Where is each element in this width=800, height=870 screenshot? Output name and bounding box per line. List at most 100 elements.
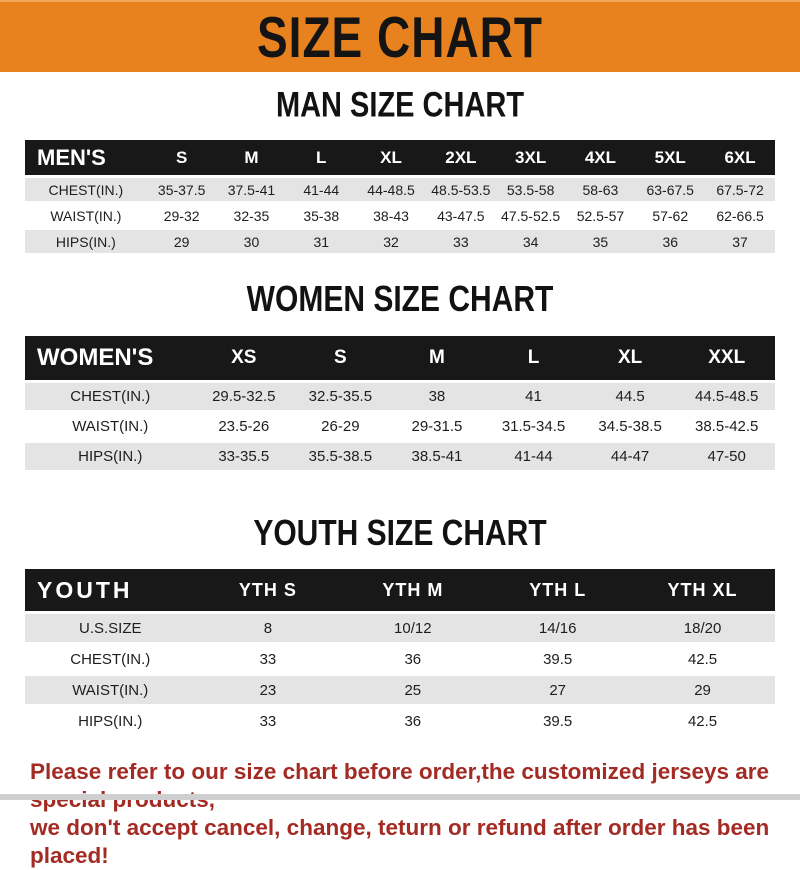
size-cell: 35 bbox=[565, 230, 636, 253]
column-header: XL bbox=[356, 140, 426, 175]
men-section-heading-text: MAN SIZE CHART bbox=[275, 86, 525, 126]
footer-note: Please refer to our size chart before or… bbox=[0, 758, 800, 870]
column-header: L bbox=[485, 336, 582, 380]
table-row: CHEST(IN.) 35-37.5 37.5-41 41-44 44-48.5 48.5… bbox=[25, 178, 775, 201]
size-chart-banner: SIZE CHART bbox=[0, 0, 800, 72]
row-label: HIPS(IN.) bbox=[25, 443, 196, 470]
column-header: 4XL bbox=[565, 140, 636, 175]
size-cell: 62-66.5 bbox=[705, 204, 775, 227]
size-cell: 53.5-58 bbox=[495, 178, 566, 201]
table-row: WAIST(IN.) 23.5-26 26-29 29-31.5 31.5-34.5 34… bbox=[25, 413, 775, 440]
table-header-row: MEN'S S M L XL 2XL 3XL 4XL 5XL 6XL bbox=[25, 140, 775, 175]
size-cell: 48.5-53.5 bbox=[425, 178, 496, 201]
size-cell: 35.5-38.5 bbox=[292, 443, 389, 470]
women-section-heading-text: WOMEN SIZE CHART bbox=[246, 279, 554, 320]
row-label: WAIST(IN.) bbox=[25, 676, 196, 704]
column-header: M bbox=[216, 140, 287, 175]
women-section-heading: WOMEN SIZE CHART bbox=[0, 280, 800, 320]
column-header: YTH S bbox=[195, 569, 341, 611]
footer-line-2: we don't accept cancel, change, teturn o… bbox=[30, 815, 770, 868]
size-cell: 67.5-72 bbox=[705, 178, 775, 201]
youth-section-heading-text: YOUTH SIZE CHART bbox=[253, 513, 547, 554]
size-cell: 44.5-48.5 bbox=[678, 383, 775, 410]
row-label: WAIST(IN.) bbox=[25, 413, 196, 440]
row-label: CHEST(IN.) bbox=[25, 645, 196, 673]
size-cell: 42.5 bbox=[630, 707, 775, 735]
size-cell: 41 bbox=[485, 383, 582, 410]
size-cell: 10/12 bbox=[340, 614, 486, 642]
table-row: WAIST(IN.) 23 25 27 29 bbox=[25, 676, 775, 704]
table-title: WOMEN'S bbox=[25, 336, 196, 380]
row-label: HIPS(IN.) bbox=[25, 707, 196, 735]
size-cell: 52.5-57 bbox=[565, 204, 636, 227]
size-cell: 63-67.5 bbox=[635, 178, 706, 201]
column-header: 6XL bbox=[705, 140, 775, 175]
column-header: XS bbox=[195, 336, 293, 380]
column-header: 5XL bbox=[635, 140, 706, 175]
size-cell: 39.5 bbox=[485, 707, 631, 735]
table-row: WAIST(IN.) 29-32 32-35 35-38 38-43 43-47.5 47.… bbox=[25, 204, 775, 227]
size-cell: 39.5 bbox=[485, 645, 631, 673]
size-cell: 25 bbox=[340, 676, 486, 704]
size-cell: 36 bbox=[635, 230, 706, 253]
row-label: HIPS(IN.) bbox=[25, 230, 147, 253]
size-cell: 42.5 bbox=[630, 645, 775, 673]
size-cell: 8 bbox=[195, 614, 341, 642]
table-title: MEN'S bbox=[25, 140, 147, 175]
size-cell: 44.5 bbox=[581, 383, 679, 410]
table-row: HIPS(IN.) 29 30 31 32 33 34 35 36 37 bbox=[25, 230, 775, 253]
column-header: YTH M bbox=[340, 569, 486, 611]
column-header: 3XL bbox=[495, 140, 566, 175]
column-header: XL bbox=[581, 336, 679, 380]
size-cell: 44-47 bbox=[581, 443, 679, 470]
footer-line-1: Please refer to our size chart before or… bbox=[30, 759, 770, 812]
table-title: YOUTH bbox=[25, 569, 196, 611]
men-section-heading: MAN SIZE CHART bbox=[0, 87, 800, 125]
table-header-row: WOMEN'S XS S M L XL XXL bbox=[25, 336, 775, 380]
table-row: CHEST(IN.) 29.5-32.5 32.5-35.5 38 41 44.5 44.5… bbox=[25, 383, 775, 410]
size-cell: 29 bbox=[630, 676, 775, 704]
size-cell: 38.5-42.5 bbox=[678, 413, 775, 440]
size-cell: 34 bbox=[495, 230, 566, 253]
size-cell: 29 bbox=[146, 230, 217, 253]
row-label: WAIST(IN.) bbox=[25, 204, 147, 227]
size-cell: 27 bbox=[485, 676, 631, 704]
women-size-table: WOMEN'S XS S M L XL XXL CHEST(IN.) 29.5-32.5 32.5… bbox=[25, 333, 775, 473]
size-cell: 47.5-52.5 bbox=[495, 204, 566, 227]
table-row: U.S.SIZE 8 10/12 14/16 18/20 bbox=[25, 614, 775, 642]
size-cell: 29-32 bbox=[146, 204, 217, 227]
banner-title: SIZE CHART bbox=[257, 4, 543, 70]
table-row: HIPS(IN.) 33 36 39.5 42.5 bbox=[25, 707, 775, 735]
size-cell: 33 bbox=[425, 230, 496, 253]
size-cell: 23 bbox=[195, 676, 341, 704]
size-cell: 29.5-32.5 bbox=[195, 383, 293, 410]
column-header: XXL bbox=[678, 336, 775, 380]
bottom-divider bbox=[0, 794, 800, 800]
youth-size-table: YOUTH YTH S YTH M YTH L YTH XL U.S.SIZE 8 10/12… bbox=[25, 566, 775, 738]
size-cell: 32-35 bbox=[216, 204, 287, 227]
column-header: YTH L bbox=[485, 569, 631, 611]
column-header: YTH XL bbox=[630, 569, 775, 611]
column-header: S bbox=[146, 140, 217, 175]
size-cell: 41-44 bbox=[286, 178, 357, 201]
size-cell: 32.5-35.5 bbox=[292, 383, 389, 410]
size-cell: 32 bbox=[356, 230, 426, 253]
size-cell: 41-44 bbox=[485, 443, 582, 470]
size-cell: 43-47.5 bbox=[425, 204, 496, 227]
men-size-table: MEN'S S M L XL 2XL 3XL 4XL 5XL 6XL CHEST(IN.) 35-37… bbox=[25, 137, 775, 256]
size-cell: 31 bbox=[286, 230, 357, 253]
size-cell: 35-38 bbox=[286, 204, 357, 227]
column-header: 2XL bbox=[425, 140, 496, 175]
column-header: S bbox=[292, 336, 389, 380]
size-cell: 26-29 bbox=[292, 413, 389, 440]
size-cell: 33 bbox=[195, 645, 341, 673]
size-cell: 57-62 bbox=[635, 204, 706, 227]
table-row: HIPS(IN.) 33-35.5 35.5-38.5 38.5-41 41-44 44-… bbox=[25, 443, 775, 470]
size-cell: 33-35.5 bbox=[195, 443, 293, 470]
row-label: CHEST(IN.) bbox=[25, 383, 196, 410]
size-cell: 38.5-41 bbox=[388, 443, 486, 470]
size-cell: 38 bbox=[388, 383, 486, 410]
size-cell: 34.5-38.5 bbox=[581, 413, 679, 440]
size-cell: 37.5-41 bbox=[216, 178, 287, 201]
size-cell: 44-48.5 bbox=[356, 178, 426, 201]
